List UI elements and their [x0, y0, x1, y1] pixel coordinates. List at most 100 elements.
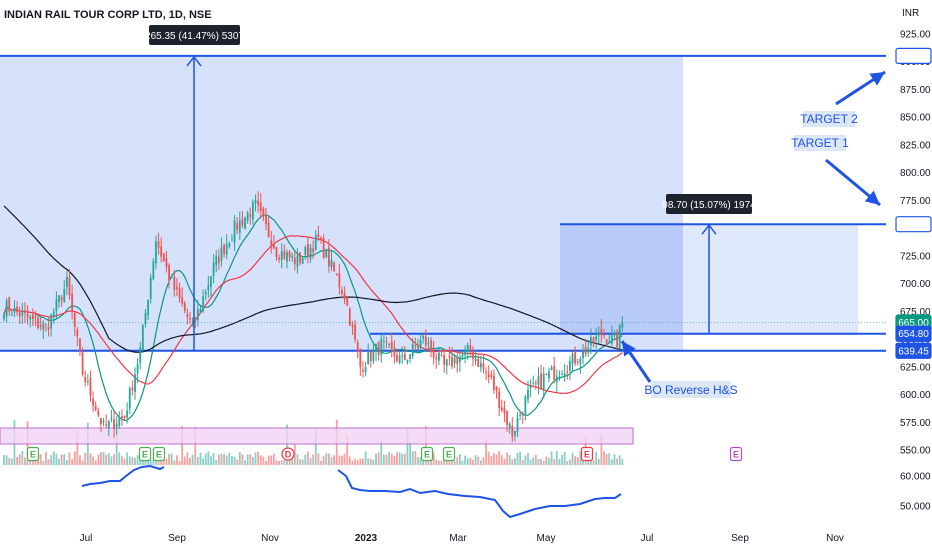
earnings-marker[interactable]: E [26, 446, 40, 462]
candle [126, 402, 129, 424]
ma-long-line [3, 205, 623, 353]
x-tick-label: Sep [731, 533, 749, 544]
candle [55, 291, 58, 319]
volume-bar [411, 451, 414, 465]
y-tick-label: 825.00 [900, 140, 931, 151]
candle-body [162, 253, 165, 261]
candle [131, 380, 134, 396]
candle [576, 358, 579, 366]
volume-bar [123, 459, 126, 465]
candle [26, 305, 29, 325]
candle-body [377, 341, 380, 355]
candle-body [330, 259, 333, 268]
candle [362, 361, 364, 378]
candle-body [257, 200, 260, 206]
currency-label: INR [902, 8, 919, 19]
candle-body [456, 357, 459, 365]
candle-body [362, 369, 364, 372]
candle [540, 364, 542, 390]
candle [563, 363, 566, 382]
volume-bar [79, 455, 81, 465]
candle [275, 246, 278, 262]
candle-body [582, 349, 584, 359]
volume-bar [21, 451, 24, 465]
time-axis[interactable]: Jul Sep Nov 2023 Mar May Jul Sep Nov [80, 533, 844, 544]
candle [414, 337, 417, 351]
volume-bar [16, 456, 18, 465]
volume-bar [390, 453, 393, 465]
candle-body [419, 339, 422, 347]
candle-body [561, 374, 563, 376]
volume-bar [194, 426, 197, 465]
candle [236, 216, 239, 235]
candle-body [191, 321, 194, 323]
candle-body [443, 355, 446, 365]
candle-body [356, 342, 359, 352]
candle [490, 370, 493, 380]
candle-body [500, 407, 503, 411]
candle-body [320, 236, 322, 239]
volume-bar [113, 454, 115, 465]
candle-body [181, 297, 184, 304]
candle-body [183, 302, 186, 312]
volume-bar [555, 451, 558, 465]
earnings-marker[interactable]: E [152, 446, 166, 462]
volume-bar [563, 452, 566, 465]
volume-bar [283, 459, 286, 465]
candle [65, 270, 68, 296]
candle-body [458, 356, 461, 363]
candle-body [445, 359, 448, 366]
candle [105, 414, 108, 428]
candle [288, 250, 291, 262]
x-tick-label: Sep [168, 533, 186, 544]
earnings-marker[interactable]: E [420, 446, 434, 462]
volume-bar [215, 460, 218, 465]
candle-body [267, 222, 270, 238]
volume-bar [621, 459, 624, 465]
candle [139, 341, 142, 370]
volume-bar [432, 452, 435, 465]
candle [359, 348, 362, 376]
candle-body [411, 344, 414, 357]
candle [312, 240, 315, 259]
volume-bar [18, 454, 21, 465]
candle-body [173, 276, 176, 290]
marker-label: E [446, 450, 452, 460]
earnings-marker[interactable]: E [138, 446, 152, 462]
candle [296, 248, 299, 274]
candle-body [610, 333, 613, 344]
volume-bar [362, 458, 364, 465]
breakout-label: BO Reverse H&S [644, 383, 737, 397]
price-axis[interactable]: 925.00900.00875.00850.00825.00800.00775.… [900, 30, 931, 513]
candlesticks [3, 191, 624, 442]
volume-bar [131, 457, 134, 465]
target-2-annotation: TARGET 2 [800, 111, 858, 127]
candle-body [474, 358, 477, 362]
candle [252, 199, 254, 225]
earnings-marker[interactable]: E [442, 446, 456, 462]
candle [92, 391, 94, 412]
earnings-marker[interactable]: E [729, 446, 743, 462]
volume-bar [309, 458, 312, 465]
candle-body [618, 325, 621, 350]
tooltip-label-2: 98.70 (15.07%) 1974 [662, 200, 756, 211]
candle [228, 241, 231, 249]
volume-bar [417, 457, 419, 465]
candle [574, 346, 577, 367]
candle-body [42, 323, 45, 330]
candle-body [152, 261, 155, 280]
candle-body [102, 421, 105, 423]
earnings-marker[interactable]: E [580, 446, 594, 462]
candle [592, 336, 595, 348]
candle-body [210, 276, 212, 287]
marker-label: E [30, 450, 36, 460]
candle [270, 230, 273, 254]
volume-bar [45, 452, 47, 465]
candle-body [283, 250, 286, 259]
candle [406, 359, 409, 365]
dividend-marker[interactable]: D [281, 447, 295, 461]
volume-bar [375, 453, 377, 465]
target-2-label: TARGET 2 [800, 112, 858, 126]
